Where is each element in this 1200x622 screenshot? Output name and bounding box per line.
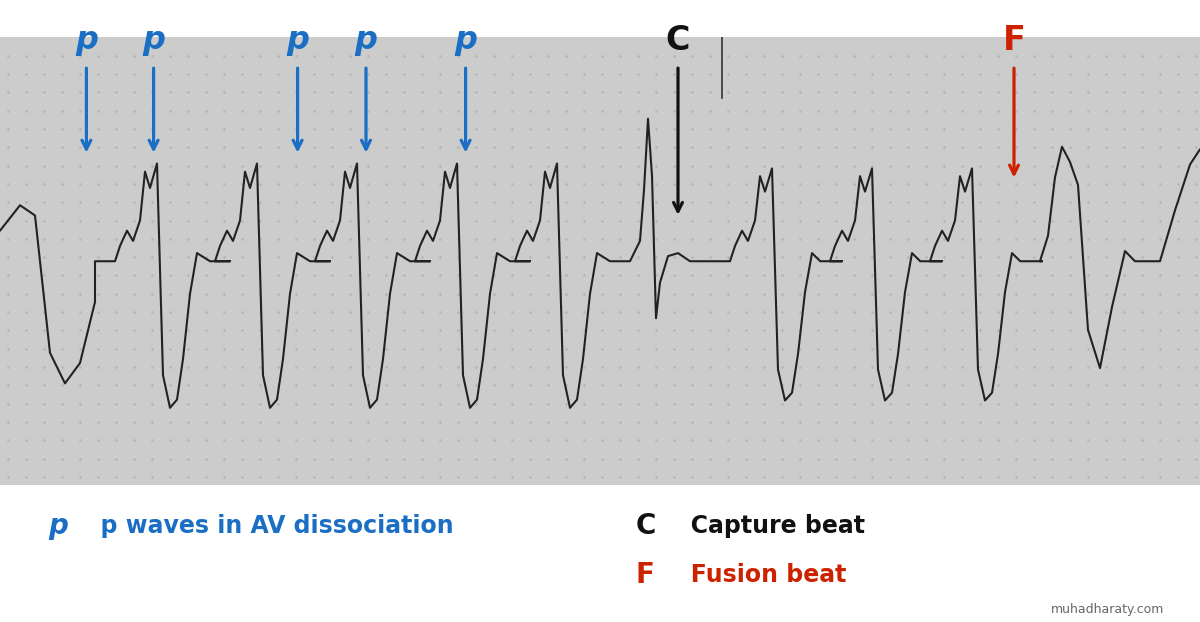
Text: p: p <box>286 25 310 56</box>
Text: F: F <box>1002 24 1026 57</box>
Text: p waves in AV dissociation: p waves in AV dissociation <box>84 514 454 537</box>
Text: p: p <box>142 25 166 56</box>
Text: p: p <box>354 25 378 56</box>
Text: C: C <box>636 511 656 540</box>
Text: Capture beat: Capture beat <box>666 514 865 537</box>
Text: muhadharaty.com: muhadharaty.com <box>1051 603 1164 616</box>
Text: p: p <box>454 25 478 56</box>
Text: p: p <box>48 511 68 540</box>
Text: C: C <box>666 24 690 57</box>
Text: p: p <box>74 25 98 56</box>
Text: Fusion beat: Fusion beat <box>666 564 846 587</box>
Text: F: F <box>636 561 655 590</box>
